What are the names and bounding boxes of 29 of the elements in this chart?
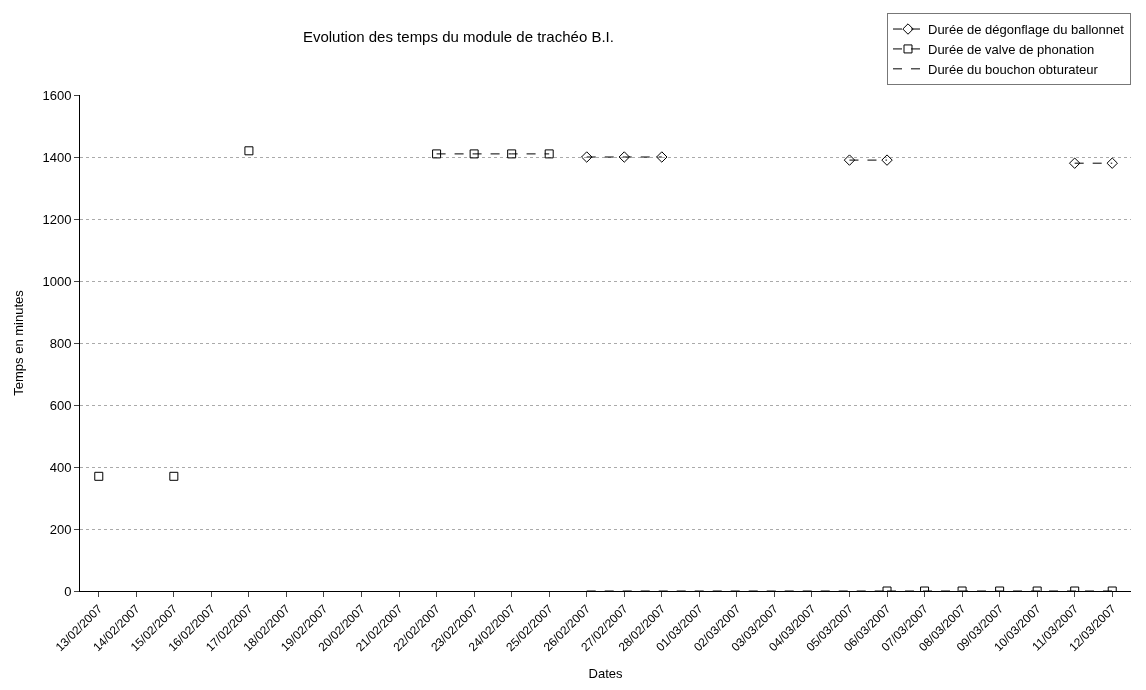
point [169, 471, 179, 481]
point [843, 154, 856, 166]
point [881, 154, 893, 166]
point [1106, 157, 1118, 169]
x-axis-title: Dates [588, 665, 623, 681]
chart-title: Evolution des temps du module de trachéo B.I. [302, 27, 614, 45]
y-axis-title: Temps en minutes [11, 289, 27, 396]
legend-label: Durée de dégonflage du ballonnet [928, 22, 1125, 38]
point [94, 471, 104, 481]
point [1069, 157, 1081, 169]
y-tick-label: 0 [64, 583, 72, 599]
point [544, 149, 554, 159]
legend-label: Durée de valve de phonation [928, 42, 1095, 57]
point [581, 151, 593, 163]
legend-label: Durée du bouchon obturateur [928, 61, 1099, 77]
point [432, 149, 442, 159]
y-tick-label: 1000 [42, 273, 72, 289]
y-tick-label: 200 [49, 521, 72, 537]
y-tick-label: 1600 [42, 87, 72, 103]
y-tick-label: 1400 [42, 149, 72, 165]
y-tick-label: 400 [49, 459, 72, 475]
point [618, 151, 630, 163]
y-tick-label: 800 [49, 335, 72, 351]
point [469, 149, 479, 159]
point [244, 146, 254, 156]
y-tick-label: 600 [49, 397, 72, 413]
y-tick-label: 1200 [42, 211, 72, 227]
point [507, 149, 517, 159]
point [656, 151, 668, 163]
